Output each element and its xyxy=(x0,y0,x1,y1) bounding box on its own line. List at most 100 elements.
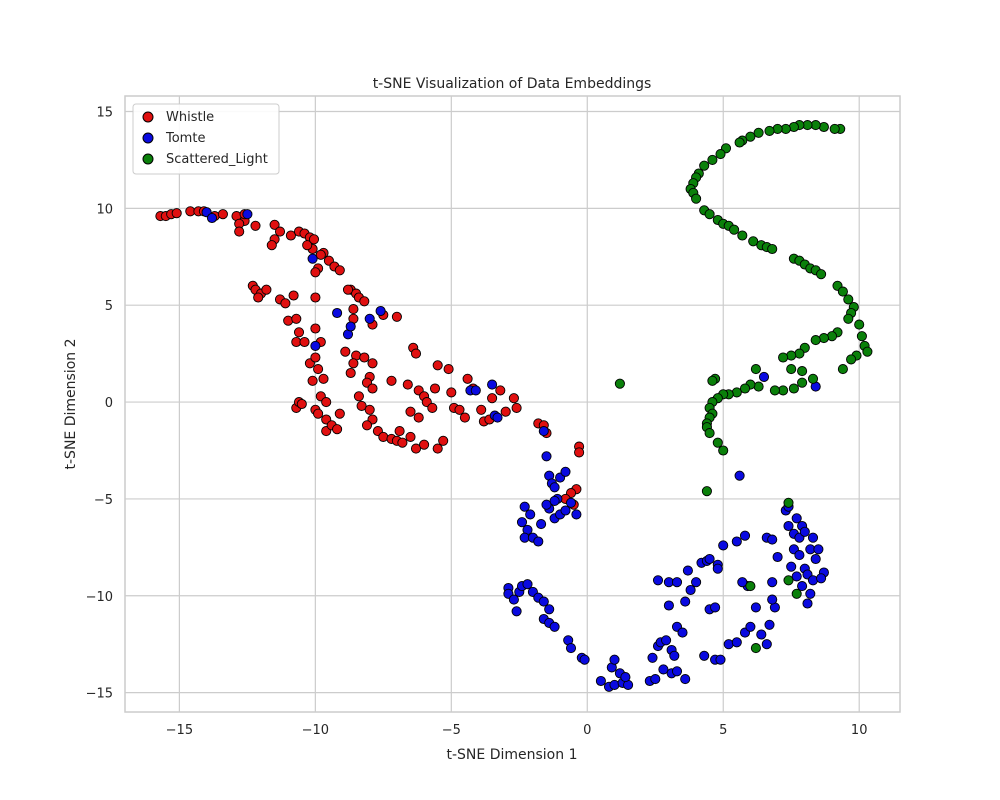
point-whistle xyxy=(261,284,272,295)
point-tomte xyxy=(345,321,356,332)
point-tomte xyxy=(710,602,721,613)
point-tomte xyxy=(508,594,519,605)
point-whistle xyxy=(253,292,264,303)
point-tomte xyxy=(680,674,691,685)
point-whistle xyxy=(476,404,487,415)
chart-title: t-SNE Visualization of Data Embeddings xyxy=(373,76,652,92)
point-tomte xyxy=(718,540,729,551)
point-tomte xyxy=(739,530,751,541)
point-scattered-light xyxy=(712,437,723,448)
point-scattered-light xyxy=(748,236,759,247)
point-tomte xyxy=(712,563,723,574)
point-tomte xyxy=(810,553,821,565)
point-whistle xyxy=(334,408,345,419)
point-tomte xyxy=(772,551,783,563)
point-whistle xyxy=(288,290,299,301)
point-tomte xyxy=(783,520,794,532)
point-scattered-light xyxy=(731,387,742,398)
point-whistle xyxy=(285,230,296,241)
point-scattered-light xyxy=(778,352,789,363)
point-scattered-light xyxy=(797,366,808,377)
point-whistle xyxy=(307,375,318,386)
legend-label-whistle: Whistle xyxy=(166,110,214,125)
point-tomte xyxy=(647,652,658,663)
y-tick-label: −10 xyxy=(86,590,113,605)
point-whistle xyxy=(508,393,519,404)
point-scattered-light xyxy=(737,230,748,241)
y-tick-labels: −15 −10 −5 0 5 10 15 xyxy=(86,105,113,701)
point-tomte xyxy=(734,470,745,481)
point-whistle xyxy=(318,373,329,384)
x-tick-label: 5 xyxy=(719,723,727,738)
point-scattered-light xyxy=(788,383,799,394)
x-tick-labels: −15 −10 −5 0 5 10 xyxy=(166,723,868,738)
point-whistle xyxy=(462,373,473,384)
point-tomte xyxy=(807,532,819,543)
x-tick-label: 10 xyxy=(851,723,868,738)
point-whistle xyxy=(308,234,320,245)
point-whistle xyxy=(500,406,511,417)
point-scattered-light xyxy=(829,123,840,134)
point-tomte xyxy=(565,643,577,654)
point-tomte xyxy=(364,313,375,324)
point-scattered-light xyxy=(614,378,625,389)
point-whistle xyxy=(367,358,378,369)
legend-marker-scattered-light xyxy=(142,153,154,165)
point-whistle xyxy=(310,352,321,363)
point-tomte xyxy=(522,579,533,590)
point-tomte xyxy=(544,604,555,615)
point-whistle xyxy=(274,226,286,237)
point-tomte xyxy=(704,553,715,565)
point-tomte xyxy=(525,509,536,520)
point-tomte xyxy=(650,674,661,685)
point-tomte xyxy=(533,536,544,547)
point-whistle xyxy=(321,397,332,408)
point-scattered-light xyxy=(791,588,802,599)
point-whistle xyxy=(495,385,506,396)
legend-marker-whistle xyxy=(142,111,154,123)
point-whistle xyxy=(299,336,310,348)
point-scattered-light xyxy=(691,193,702,204)
point-tomte xyxy=(620,672,631,683)
plot-area xyxy=(125,96,900,712)
point-tomte xyxy=(609,654,620,665)
point-whistle xyxy=(334,265,345,276)
y-tick-label: 10 xyxy=(96,202,113,217)
point-whistle xyxy=(310,267,321,278)
point-tomte xyxy=(307,253,318,264)
point-scattered-light xyxy=(699,160,710,171)
point-whistle xyxy=(432,360,443,371)
point-tomte xyxy=(731,637,742,648)
point-tomte xyxy=(767,577,778,588)
point-whistle xyxy=(310,323,321,334)
point-whistle xyxy=(348,358,359,369)
point-tomte xyxy=(669,650,680,661)
point-scattered-light xyxy=(786,350,797,361)
point-whistle xyxy=(310,292,321,303)
point-tomte xyxy=(516,517,528,528)
point-whistle xyxy=(410,443,422,454)
point-whistle xyxy=(217,209,228,220)
point-whistle xyxy=(315,249,326,260)
point-whistle xyxy=(574,447,585,458)
point-whistle xyxy=(361,420,373,431)
point-tomte xyxy=(685,584,696,596)
point-tomte xyxy=(699,650,710,661)
point-scattered-light xyxy=(764,125,775,136)
point-tomte xyxy=(691,577,702,588)
point-whistle xyxy=(419,439,430,450)
x-tick-label: −10 xyxy=(302,723,329,738)
y-tick-label: −5 xyxy=(94,493,113,508)
legend-marker-tomte xyxy=(142,132,154,144)
point-scattered-light xyxy=(843,313,854,324)
point-whistle xyxy=(397,437,408,448)
point-whistle xyxy=(413,412,424,423)
point-scattered-light xyxy=(767,243,778,255)
point-tomte xyxy=(802,598,813,609)
y-tick-label: 15 xyxy=(96,105,113,120)
point-scattered-light xyxy=(837,286,848,297)
point-scattered-light xyxy=(783,497,794,508)
point-tomte xyxy=(492,412,503,423)
point-whistle xyxy=(340,346,351,357)
